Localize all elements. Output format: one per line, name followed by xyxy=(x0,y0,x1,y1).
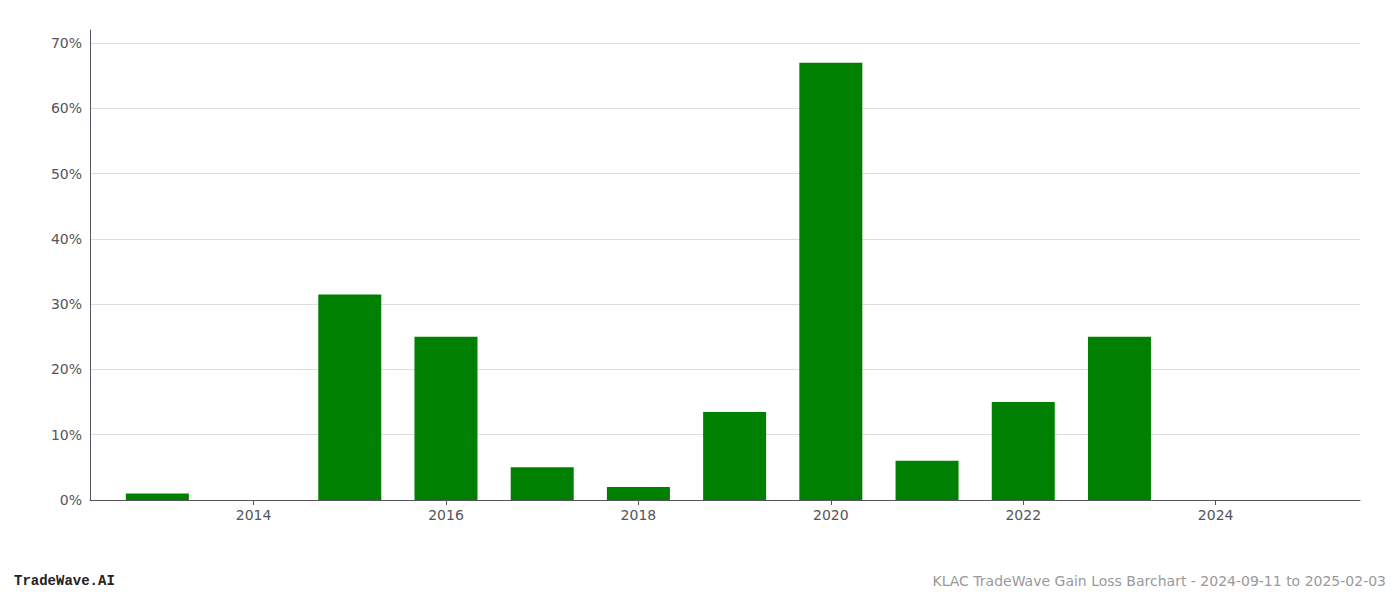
svg-text:TradeWave.AI: TradeWave.AI xyxy=(14,573,115,589)
svg-text:2022: 2022 xyxy=(1005,507,1041,523)
svg-text:2018: 2018 xyxy=(621,507,657,523)
svg-text:60%: 60% xyxy=(51,100,82,116)
svg-text:50%: 50% xyxy=(51,166,82,182)
svg-text:30%: 30% xyxy=(51,296,82,312)
svg-text:2020: 2020 xyxy=(813,507,849,523)
svg-text:40%: 40% xyxy=(51,231,82,247)
svg-text:10%: 10% xyxy=(51,427,82,443)
svg-text:20%: 20% xyxy=(51,361,82,377)
svg-text:0%: 0% xyxy=(60,492,82,508)
svg-text:70%: 70% xyxy=(51,35,82,51)
svg-text:2024: 2024 xyxy=(1198,507,1234,523)
svg-text:2014: 2014 xyxy=(236,507,272,523)
svg-text:2016: 2016 xyxy=(428,507,464,523)
svg-text:KLAC TradeWave Gain Loss Barch: KLAC TradeWave Gain Loss Barchart - 2024… xyxy=(932,573,1386,589)
